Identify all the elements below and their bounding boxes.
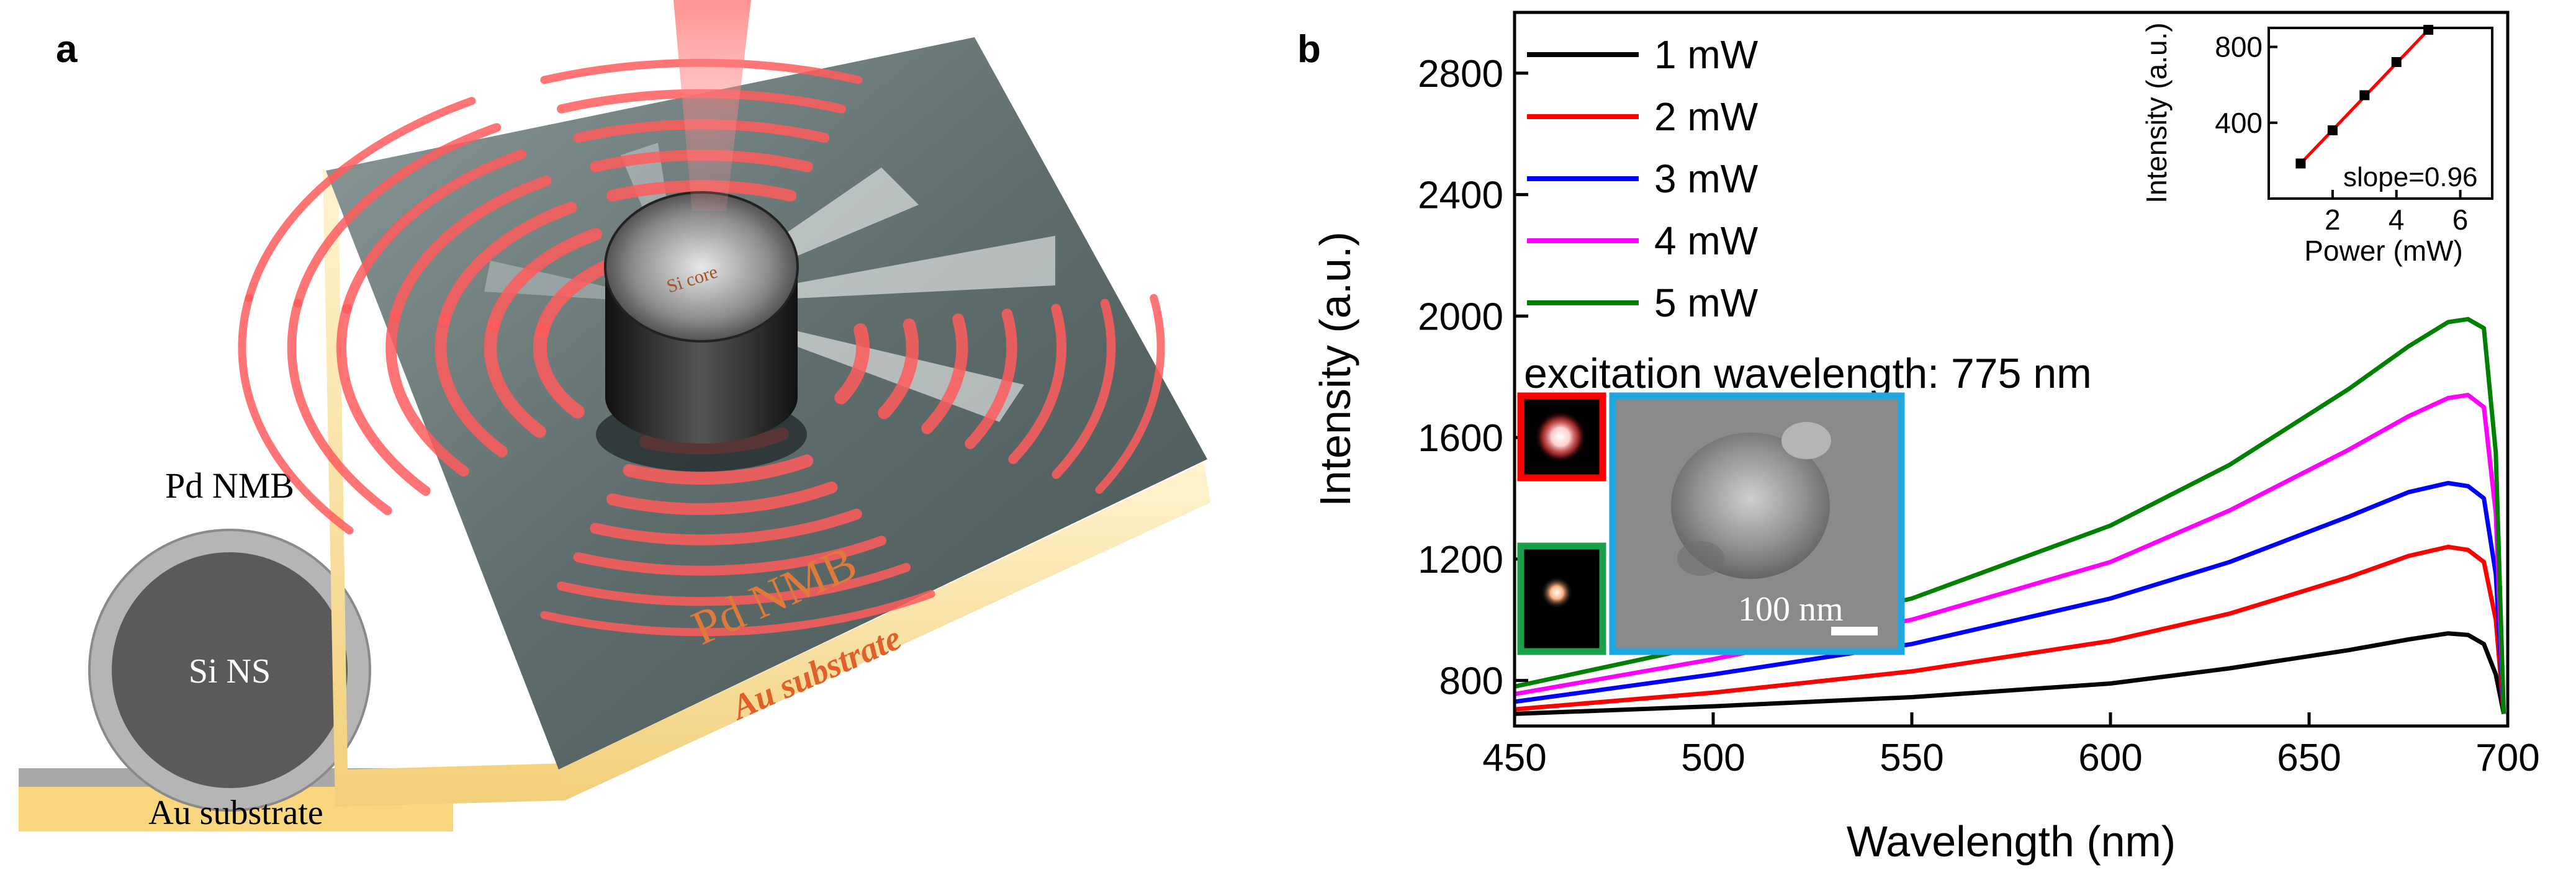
chart-legend: 1 mW 2 mW 3 mW 4 mW 5 mW: [1527, 32, 1759, 325]
excitation-annotation: excitation wavelength: 775 nm: [1524, 350, 2092, 397]
plasmon-arc: [834, 323, 870, 405]
plasmon-arc: [590, 508, 862, 545]
main-y-ticks: 800 1200 1600 2000 2400 2800: [1418, 53, 1528, 703]
plasmon-arc: [484, 318, 546, 438]
scale-bar-label: 100 nm: [1738, 590, 1844, 629]
inset-x-tick-label: 2: [2325, 204, 2341, 236]
x-tick-label: 600: [2078, 737, 2142, 779]
plasmon-arc: [921, 313, 968, 434]
main-plot-frame: [1513, 11, 2510, 728]
main-x-ticks: 450 500 550 600 650 700: [1482, 712, 2540, 779]
y-tick-label: 2800: [1418, 53, 1503, 96]
image-insets: 100 nm: [1517, 392, 1905, 655]
y-tick-label: 1600: [1418, 417, 1503, 460]
plasmon-arc: [245, 97, 476, 302]
inset-plot-area: [2295, 25, 2434, 169]
si-core-cylinder: Si core: [596, 191, 807, 472]
legend-label: 1 mW: [1654, 32, 1759, 77]
main-y-axis-label: Intensity (a.u.): [1311, 231, 1359, 507]
au-substrate-label: Au substrate: [148, 794, 323, 832]
plasmon-arc: [238, 294, 354, 535]
inset-y-tick-label: 400: [2215, 107, 2263, 139]
plasmon-arc: [390, 175, 552, 320]
legend-label: 4 mW: [1654, 218, 1759, 263]
data-point: [2423, 25, 2434, 35]
substrate-front-face: [323, 168, 565, 807]
plasmon-arc: [293, 123, 502, 308]
legend-label: 2 mW: [1654, 94, 1759, 139]
slope-annotation: slope=0.96: [2343, 162, 2478, 192]
inset-x-tick-label: 6: [2452, 204, 2469, 236]
sem-particle: [1671, 422, 1831, 579]
panel-b-label: b: [1297, 28, 1321, 71]
inset-y-tick-label: 800: [2215, 31, 2263, 63]
y-tick-label: 2400: [1418, 174, 1503, 217]
plasmon-arc: [438, 202, 577, 326]
plasmon-arc: [878, 318, 919, 419]
panel-a-label: a: [56, 28, 78, 71]
legend-label: 3 mW: [1654, 156, 1759, 201]
y-tick-label: 1200: [1418, 539, 1503, 581]
data-point: [2295, 158, 2306, 169]
plasmon-arc: [606, 482, 838, 515]
plasmon-arc: [533, 323, 585, 419]
series-line-1-mw: [1514, 631, 2506, 716]
device-illustration: Si core Pd NMB Au substrate: [238, 0, 1210, 807]
plasmon-arc: [573, 536, 886, 576]
x-tick-label: 500: [1681, 737, 1745, 779]
pd-nmb-label: Pd NMB: [165, 465, 294, 506]
excitation-laser-beam: [673, 0, 751, 211]
red-spot-glow: [1534, 411, 1587, 463]
inset-frame: [2268, 27, 2493, 200]
plasmon-arc: [965, 308, 1017, 449]
inset-x-tick-label: 4: [2389, 204, 2405, 236]
power-inset-chart: 2 4 6 400 800 Power (mW) Intensity (a.u.) s…: [2140, 22, 2493, 267]
data-point: [2359, 90, 2370, 101]
plasmon-arc: [540, 589, 935, 637]
si-ns-label: Si NS: [189, 652, 271, 691]
plasmon-arc: [336, 303, 431, 496]
plasmon-arc: [341, 149, 526, 314]
plasmon-arc: [623, 454, 814, 485]
legend-label: 5 mW: [1654, 280, 1759, 325]
plasmon-arc: [1052, 298, 1116, 479]
plasmon-arc: [1008, 303, 1066, 464]
green-spot-glow: [1541, 576, 1573, 609]
x-tick-label: 550: [1880, 737, 1943, 779]
panel-a: a Pd NMB Si NS Au substrate: [19, 0, 1210, 832]
x-tick-label: 450: [1482, 737, 1546, 779]
inset-y-axis-label: Intensity (a.u.): [2140, 22, 2173, 203]
inset-x-ticks: 2 4 6: [2325, 190, 2468, 236]
plasmon-arc: [1095, 294, 1165, 494]
panel-b: b 450 500 550 600 650 700 8001200160020002400…: [1297, 11, 2540, 866]
si-core: [112, 552, 348, 788]
y-tick-label: 800: [1439, 660, 1503, 703]
data-point: [2391, 57, 2402, 67]
data-point: [2327, 125, 2338, 135]
plasmon-arc: [435, 313, 508, 457]
x-tick-label: 650: [2277, 737, 2341, 779]
plasmon-arc: [557, 563, 911, 606]
plasmon-arc: [287, 298, 392, 516]
plasmon-arc: [487, 228, 603, 331]
inset-x-axis-label: Power (mW): [2304, 235, 2463, 267]
substrate-right-face: [559, 462, 1210, 800]
series-line-2-mw: [1514, 544, 2506, 714]
inset-y-ticks: 400 800: [2215, 31, 2277, 139]
scale-bar: [1831, 627, 1878, 635]
inset-background: [2269, 28, 2492, 199]
main-x-axis-label: Wavelength (nm): [1847, 817, 2176, 866]
x-tick-label: 700: [2475, 737, 2539, 779]
plasmon-arc: [385, 308, 469, 477]
y-tick-label: 2000: [1418, 295, 1503, 338]
